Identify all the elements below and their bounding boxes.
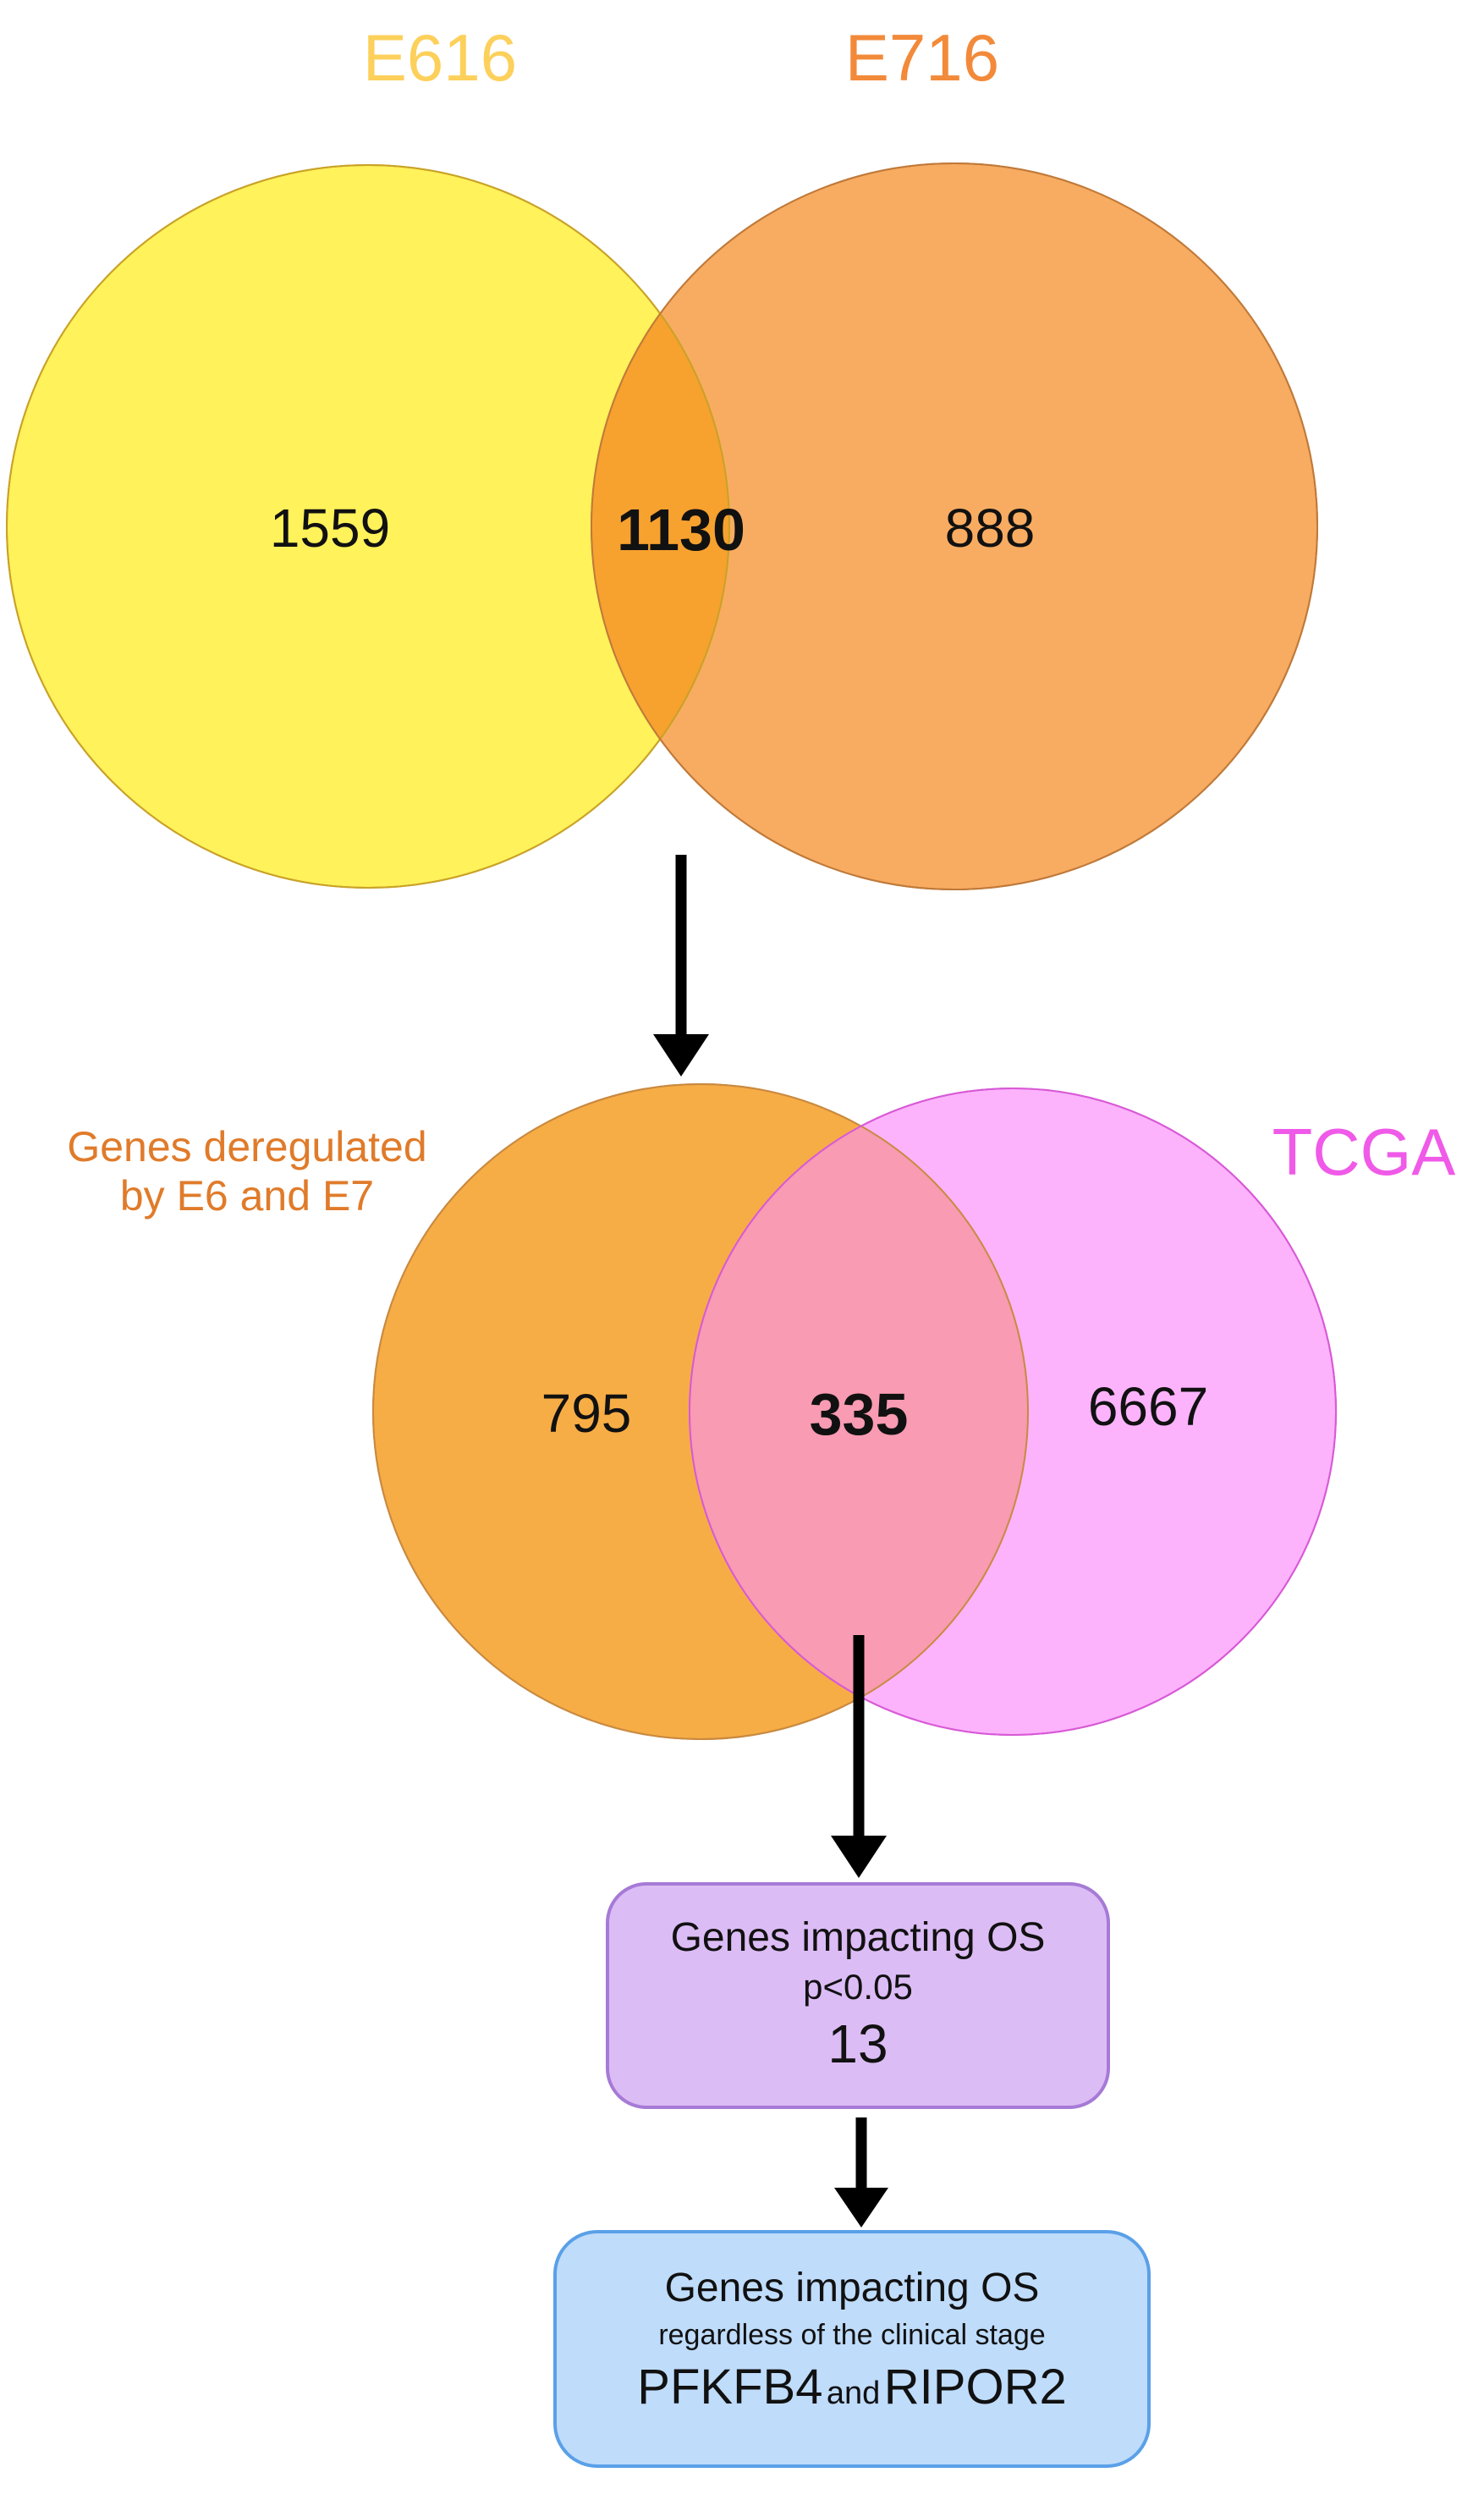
venn1-intersection-count: 1130 [617,497,745,563]
tcga-only-count: 6667 [1088,1376,1208,1437]
stage-box-line2: regardless of the clinical stage [658,2318,1046,2351]
gene-ripor2: RIPOR2 [883,2359,1067,2415]
os-box-pvalue: p<0.05 [803,1966,913,2007]
arrow-down-1 [653,855,709,1077]
stage-box-line1: Genes impacting OS [664,2266,1040,2310]
venn2-intersection-region [690,1088,1028,1735]
stage-box-genes: PFKFB4 and RIPOR2 [555,2359,1149,2416]
os-genes-box-text: Genes impacting OS p<0.05 13 [607,1914,1108,2077]
venn2-intersection-count: 335 [810,1381,909,1447]
e716-outline [591,162,1318,890]
tcga-outline [689,1088,1337,1736]
stage-box-text: Genes impacting OS regardless of the cli… [555,2265,1149,2416]
genes-deregulated-outline [372,1083,1029,1740]
e616-outline [6,164,730,889]
e716-set-label: E716 [845,20,999,95]
tcga-set-label: TCGA [1272,1115,1456,1189]
os-box-count: 13 [827,2013,888,2075]
os-box-line1: Genes impacting OS [670,1915,1046,1960]
gene-pfkfb4: PFKFB4 [637,2359,823,2415]
arrow-down-2 [831,1635,887,1878]
e616-set-label: E616 [363,20,517,95]
gene-conjunction: and [826,2375,881,2411]
stage-independent-genes-box [553,2230,1151,2468]
genes-deregulated-label-line2: by E6 and E7 [120,1172,374,1220]
arrow-down-3 [834,2117,888,2227]
genes-deregulated-only-count: 795 [541,1383,632,1444]
genes-deregulated-label-line1: Genes deregulated [67,1123,426,1170]
os-genes-box [606,1882,1110,2109]
e616-only-count: 1559 [270,498,390,559]
e716-only-count: 888 [945,498,1036,559]
